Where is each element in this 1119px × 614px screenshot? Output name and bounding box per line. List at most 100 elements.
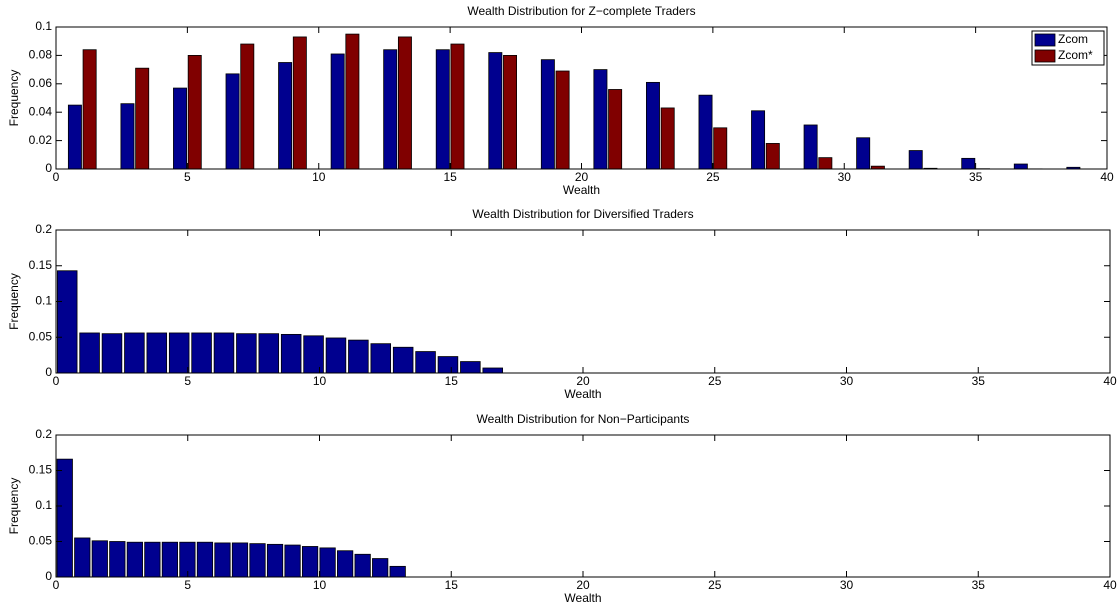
bar: [280, 333, 302, 374]
bar: [303, 335, 324, 374]
bar: [503, 55, 518, 170]
x-tick-label: 5: [184, 170, 191, 184]
x-axis-label: Wealth: [563, 183, 600, 197]
x-tick-label: 20: [576, 374, 590, 388]
subplot: 0 5 10 15 20 25 30 35 40 0 0.05 0.1 0.15 0.2 Wealth Di…: [7, 412, 1117, 605]
bar: [214, 542, 231, 578]
bar: [372, 558, 389, 578]
y-tick-label: 0.08: [29, 48, 53, 62]
x-tick-label: 40: [1100, 170, 1114, 184]
bar: [236, 333, 257, 374]
y-tick-label: 0.1: [35, 19, 52, 33]
bar: [120, 103, 135, 170]
bar: [240, 43, 255, 170]
y-axis-label: Frequency: [7, 70, 21, 127]
bar: [56, 458, 73, 578]
bar: [91, 540, 108, 578]
x-tick-label: 35: [972, 578, 986, 592]
bar: [213, 332, 235, 374]
bar: [337, 550, 354, 578]
bar: [196, 541, 214, 578]
y-axis-label: Frequency: [7, 478, 21, 535]
bar: [961, 157, 976, 170]
x-tick-label: 15: [445, 578, 459, 592]
bar: [354, 553, 371, 578]
x-tick-label: 40: [1103, 578, 1117, 592]
legend-label: Zcom*: [1058, 48, 1093, 62]
bar: [126, 541, 143, 578]
bar: [168, 332, 190, 374]
x-tick-label: 0: [53, 374, 60, 388]
bar: [392, 346, 414, 374]
x-tick-label: 35: [969, 170, 983, 184]
x-tick-label: 25: [706, 170, 720, 184]
x-tick-label: 30: [838, 170, 852, 184]
bar: [1013, 163, 1028, 170]
x-tick-label: 35: [972, 374, 986, 388]
bar: [698, 94, 713, 170]
y-tick-label: 0: [45, 161, 52, 175]
x-tick-label: 10: [312, 170, 326, 184]
chart-title: Wealth Distribution for Non−Participants: [477, 412, 690, 426]
bar: [278, 62, 293, 170]
x-tick-label: 40: [1103, 374, 1117, 388]
bar: [645, 81, 660, 170]
bar: [284, 544, 301, 578]
y-tick-label: 0.1: [35, 294, 52, 308]
bar: [383, 49, 398, 170]
plot-area: [56, 435, 1110, 577]
bar: [225, 73, 240, 170]
bar: [803, 124, 818, 170]
bar: [135, 67, 150, 170]
bar: [79, 332, 100, 374]
bar: [231, 542, 249, 578]
bar: [488, 52, 503, 170]
bar: [319, 547, 336, 578]
bar: [173, 87, 187, 170]
bar: [818, 157, 833, 170]
y-tick-label: 0.05: [29, 534, 53, 548]
bar: [249, 543, 266, 578]
y-tick-label: 0.1: [35, 498, 52, 512]
y-tick-label: 0.04: [29, 104, 53, 118]
x-tick-label: 30: [840, 578, 854, 592]
x-tick-label: 10: [313, 578, 327, 592]
bar: [348, 339, 369, 374]
bar: [370, 343, 392, 374]
x-tick-label: 25: [708, 578, 722, 592]
x-tick-label: 25: [708, 374, 722, 388]
x-tick-label: 10: [313, 374, 327, 388]
bar: [74, 537, 91, 578]
y-tick-label: 0.2: [35, 427, 52, 441]
bar: [435, 49, 450, 170]
bar: [101, 333, 123, 374]
x-tick-label: 20: [576, 578, 590, 592]
y-tick-label: 0: [45, 365, 52, 379]
bar: [540, 59, 555, 170]
chart-title: Wealth Distribution for Z−complete Trade…: [467, 4, 695, 18]
x-tick-label: 15: [445, 374, 459, 388]
bar: [187, 55, 202, 170]
bar: [450, 43, 465, 170]
y-tick-label: 0: [45, 569, 52, 583]
legend-label: Zcom: [1058, 32, 1088, 46]
y-axis-label: Frequency: [7, 273, 21, 330]
x-tick-label: 20: [575, 170, 589, 184]
x-tick-label: 15: [443, 170, 457, 184]
bar: [415, 351, 436, 374]
bar: [593, 69, 608, 170]
bar: [751, 110, 766, 170]
y-tick-label: 0.06: [29, 76, 53, 90]
bar: [325, 337, 347, 374]
x-tick-label: 0: [53, 170, 60, 184]
bar: [258, 333, 280, 374]
bar: [301, 546, 319, 578]
x-axis-label: Wealth: [564, 387, 601, 401]
bar: [161, 541, 179, 578]
bar: [82, 49, 97, 170]
bar: [67, 104, 82, 170]
subplot: 0 5 10 15 20 25 30 35 40 0 0.02 0.04 0.06 0.08 0.1 Weal…: [7, 4, 1114, 197]
bar: [144, 541, 161, 578]
